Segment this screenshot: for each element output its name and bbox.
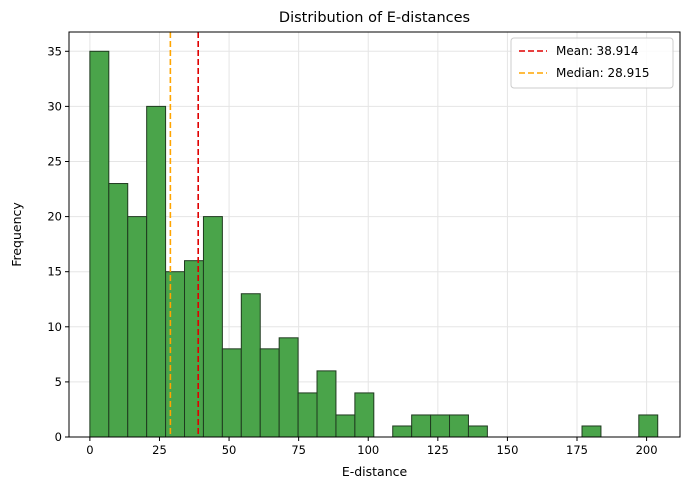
histogram-bar xyxy=(449,414,469,438)
y-tick-label: 0 xyxy=(55,430,62,444)
x-tick-label: 200 xyxy=(636,443,658,457)
y-tick-label: 20 xyxy=(47,210,62,224)
x-tick-label: 25 xyxy=(152,443,167,457)
histogram-bar xyxy=(335,414,356,438)
histogram-bar xyxy=(108,183,129,438)
histogram-bar xyxy=(411,414,432,438)
y-tick-label: 35 xyxy=(47,44,62,58)
x-axis-label: E-distance xyxy=(342,464,408,479)
histogram-bar xyxy=(316,370,337,438)
histogram-bar xyxy=(297,392,318,438)
x-tick-label: 50 xyxy=(222,443,237,457)
histogram-bar xyxy=(202,216,223,438)
legend-box xyxy=(510,37,674,89)
histogram-bar xyxy=(89,50,110,438)
histogram-bar xyxy=(259,348,280,438)
chart-title: Distribution of E-distances xyxy=(279,10,470,26)
histogram-bar xyxy=(638,414,659,438)
y-tick-label: 5 xyxy=(55,375,62,389)
histogram-bar xyxy=(354,392,375,438)
histogram-bar xyxy=(146,105,167,438)
histogram-bar xyxy=(221,348,242,438)
x-tick-label: 100 xyxy=(357,443,379,457)
histogram-bar xyxy=(184,260,204,438)
histogram-bar xyxy=(392,425,413,438)
histogram-bars xyxy=(89,50,659,438)
x-tick-label: 125 xyxy=(427,443,449,457)
y-axis-ticks: 0 5 10 15 20 25 30 35 xyxy=(47,44,69,444)
y-axis-label: Frequency xyxy=(9,202,24,267)
legend-label: Median: 28.915 xyxy=(556,66,650,80)
legend-label: Mean: 38.914 xyxy=(556,44,639,58)
x-tick-label: 75 xyxy=(291,443,306,457)
y-tick-label: 25 xyxy=(47,154,62,168)
y-tick-label: 30 xyxy=(47,99,62,113)
histogram-bar xyxy=(165,271,186,438)
histogram-bar xyxy=(278,337,299,438)
legend: Mean: 38.914 Median: 28.915 xyxy=(510,37,674,89)
histogram-bar xyxy=(430,414,451,438)
y-tick-label: 10 xyxy=(47,320,62,334)
y-tick-label: 15 xyxy=(47,265,62,279)
histogram-bar xyxy=(240,293,261,438)
x-tick-label: 175 xyxy=(566,443,588,457)
x-tick-label: 150 xyxy=(496,443,518,457)
histogram-bar xyxy=(467,425,488,438)
plot-frame xyxy=(68,31,681,438)
x-tick-label: 0 xyxy=(86,443,93,457)
histogram-bar xyxy=(127,216,148,438)
x-axis-ticks: 0 25 50 75 100 125 150 175 200 xyxy=(86,437,658,457)
histogram-bar xyxy=(581,425,602,438)
reference-lines xyxy=(169,32,199,437)
